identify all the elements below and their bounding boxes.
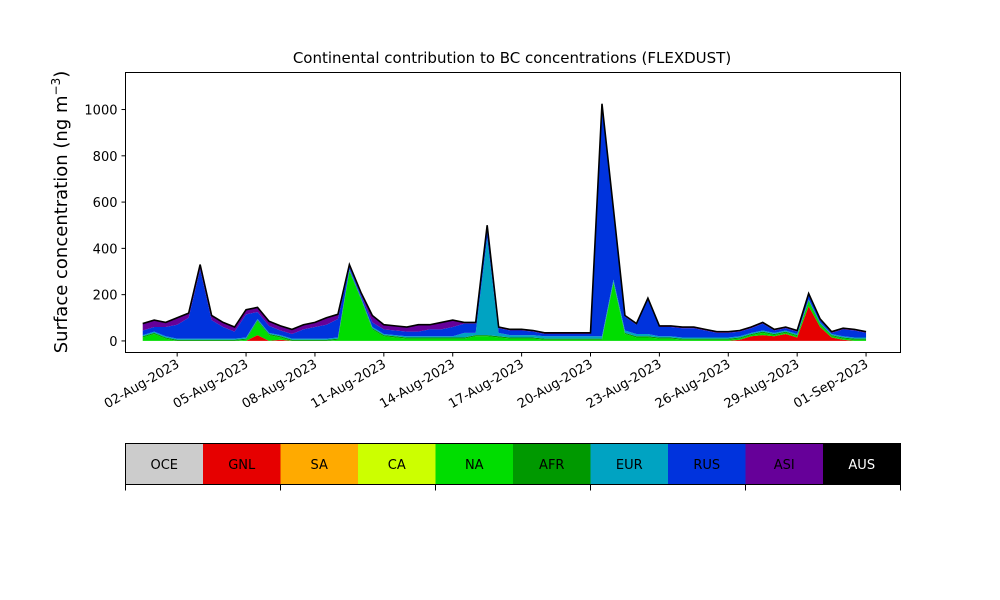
x-tick-label: 14-Aug-2023 <box>377 357 457 412</box>
x-tick-label: 17-Aug-2023 <box>446 357 526 412</box>
legend-label-sa: SA <box>311 458 328 473</box>
legend-swatch-na <box>435 443 513 485</box>
legend-label-ca: CA <box>388 458 406 473</box>
x-tick-label: 01-Sep-2023 <box>791 357 871 412</box>
plot-frame <box>125 72 901 353</box>
area-series-gnl <box>142 306 867 341</box>
legend-label-afr: AFR <box>539 458 564 473</box>
y-tick-label: 800 <box>93 150 118 165</box>
x-tick-label: 20-Aug-2023 <box>515 357 595 412</box>
y-tick-label: 200 <box>93 289 118 304</box>
x-tick-label: 26-Aug-2023 <box>653 357 733 412</box>
legend-label-oce: OCE <box>150 458 178 473</box>
chart-title: Continental contribution to BC concentra… <box>293 49 731 67</box>
y-tick-label: 600 <box>93 196 118 211</box>
legend-swatch-sa <box>280 443 358 485</box>
y-axis: 0 200 400 600 800 1000 <box>84 104 126 350</box>
legend: OCE GNL SA CA NA AFR EUR RUS ASI AUS <box>125 443 901 491</box>
legend-swatch-rus <box>668 443 746 485</box>
y-tick-label: 0 <box>109 335 117 350</box>
legend-label-gnl: GNL <box>228 458 256 473</box>
legend-label-na: NA <box>465 458 484 473</box>
legend-swatch-asi <box>745 443 823 485</box>
x-tick-label: 02-Aug-2023 <box>102 357 182 412</box>
legend-swatch-oce <box>125 443 203 485</box>
x-tick-label: 23-Aug-2023 <box>584 357 664 412</box>
legend-swatch-eur <box>590 443 668 485</box>
plot-area <box>142 103 867 341</box>
legend-label-asi: ASI <box>774 458 795 473</box>
legend-frame <box>125 443 901 485</box>
area-series-rus <box>142 104 867 339</box>
y-tick-label: 400 <box>93 242 118 257</box>
legend-swatch-afr <box>513 443 591 485</box>
legend-swatch-aus <box>823 443 901 485</box>
x-tick-label: 29-Aug-2023 <box>722 357 802 412</box>
x-tick-label: 11-Aug-2023 <box>308 357 388 412</box>
y-axis-label: Surface concentration (ng m−3) <box>49 71 72 354</box>
area-series-aus <box>142 103 867 333</box>
area-series-asi <box>142 103 867 334</box>
x-axis: 02-Aug-202305-Aug-202308-Aug-202311-Aug-… <box>102 352 871 412</box>
legend-label-aus: AUS <box>848 458 875 473</box>
legend-swatch-gnl <box>203 443 281 485</box>
total-outline <box>142 103 867 334</box>
y-tick-label: 1000 <box>84 104 117 119</box>
x-tick-label: 08-Aug-2023 <box>240 357 320 412</box>
x-tick-label: 05-Aug-2023 <box>171 357 251 412</box>
legend-label-eur: EUR <box>616 458 643 473</box>
legend-label-rus: RUS <box>693 458 720 473</box>
legend-swatch-ca <box>358 443 436 485</box>
